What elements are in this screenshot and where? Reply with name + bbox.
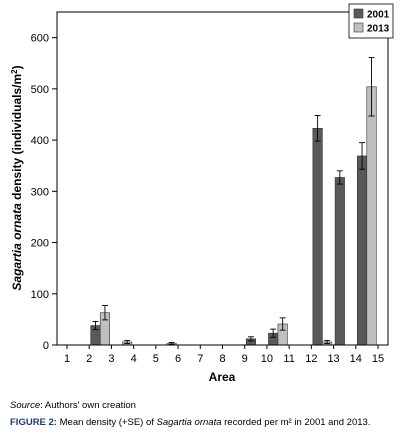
x-tick-label: 9 — [242, 353, 248, 365]
legend-label-2001: 2001 — [367, 10, 390, 21]
x-tick-label: 7 — [197, 353, 203, 365]
source-text: : Authors' own creation — [40, 400, 136, 411]
source-label: Source — [10, 400, 41, 411]
bar-2001-area-13 — [334, 177, 345, 346]
y-label-superscript: 2 — [10, 69, 19, 74]
figure-caption: FIGURE 2: Mean density (+SE) of Sagartia… — [10, 417, 400, 429]
x-tick-label: 6 — [175, 353, 181, 365]
x-tick-label: 11 — [283, 353, 294, 365]
y-label-species: Sagartia ornata — [10, 203, 24, 291]
bars — [90, 57, 377, 346]
x-tick-label: 12 — [305, 353, 317, 365]
caption-species: Sagartia ornata — [156, 417, 222, 428]
x-axis-label: Area — [209, 370, 236, 384]
plot-frame — [56, 11, 389, 346]
x-tick-label: 2 — [86, 353, 92, 365]
y-label-close: ) — [10, 65, 24, 69]
x-tick-label: 8 — [219, 353, 225, 365]
legend: 2001 2013 — [348, 3, 394, 39]
bar-2001-area-14 — [356, 155, 368, 346]
x-tick-label: 15 — [372, 353, 384, 365]
caption-text-2: recorded per m² in 2001 and 2013. — [221, 417, 371, 428]
y-tick-label: 100 — [31, 289, 49, 301]
source-line: Source: Authors' own creation — [10, 400, 400, 412]
x-axis-ticks: 1 2 3 4 5 6 7 8 9 10 11 12 13 14 15 — [64, 345, 384, 365]
figure-caption-label: FIGURE 2: — [10, 417, 57, 428]
legend-label-2013: 2013 — [367, 24, 390, 35]
y-label-units: density (individuals/m — [10, 74, 24, 203]
x-tick-label: 14 — [350, 353, 362, 365]
x-tick-label: 4 — [131, 353, 137, 365]
bar-2013-area-14 — [366, 86, 377, 346]
x-tick-label: 10 — [261, 353, 273, 365]
x-tick-label: 1 — [64, 353, 70, 365]
y-tick-label: 0 — [43, 340, 49, 352]
y-tick-label: 200 — [31, 238, 49, 250]
y-axis-label: Sagartia ornata density (individuals/m2) — [10, 65, 25, 290]
x-tick-label: 3 — [108, 353, 114, 365]
legend-swatch-2001 — [353, 8, 364, 19]
caption-text-1: Mean density (+SE) of — [56, 417, 157, 428]
caption-area: Source: Authors' own creation FIGURE 2: … — [10, 400, 400, 429]
y-axis-ticks: 0 100 200 300 400 500 600 — [31, 33, 57, 352]
y-tick-label: 600 — [31, 33, 49, 45]
legend-swatch-2013 — [353, 22, 364, 33]
y-tick-label: 300 — [31, 186, 49, 198]
x-tick-label: 5 — [153, 353, 159, 365]
bar-2001-area-12 — [312, 127, 323, 346]
y-tick-label: 500 — [31, 84, 49, 96]
x-tick-label: 13 — [327, 353, 339, 365]
y-tick-label: 400 — [31, 135, 49, 147]
